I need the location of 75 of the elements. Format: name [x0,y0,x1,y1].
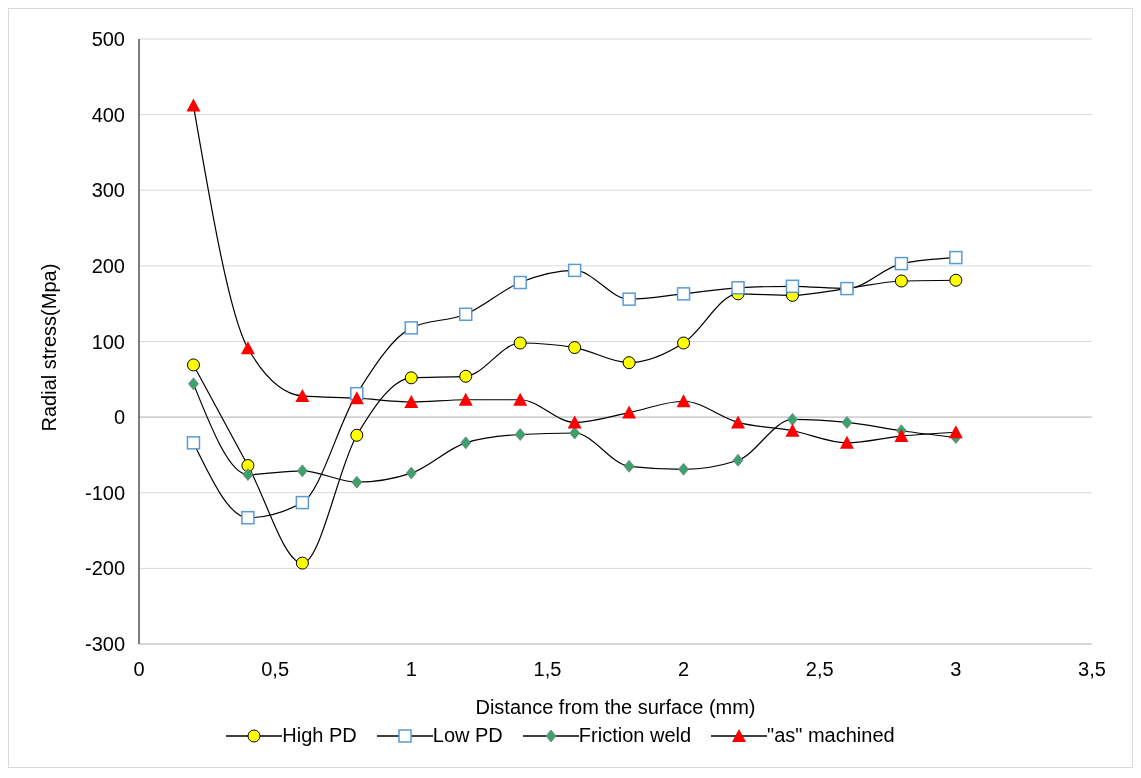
point [188,377,199,391]
y-tick-label: 0 [113,406,125,429]
point [567,415,582,429]
point [458,392,473,406]
x-tick-label: 2,5 [805,658,834,681]
point [894,429,909,443]
y-tick-label: 400 [91,103,125,126]
x-tick-label: 1,5 [533,658,562,681]
point [894,274,908,288]
point [894,256,909,271]
point [295,556,309,570]
point [785,423,800,437]
y-tick-label: -200 [84,557,125,580]
y-tick-label: 500 [91,28,125,51]
point [948,425,963,439]
point [296,464,308,478]
point [513,392,528,406]
point [404,321,419,335]
point [460,436,472,450]
legend-label: High PD [282,724,357,747]
y-tick-label: -100 [84,481,125,504]
point [676,394,691,408]
point [186,358,200,372]
point [404,371,418,385]
legend-label: Low PD [432,724,503,747]
point [949,250,963,265]
x-tick-label: 1 [405,658,417,681]
point [350,428,364,442]
point [241,510,255,525]
point [295,495,310,510]
point [622,292,636,306]
point [787,412,798,426]
point [839,435,854,449]
point [459,369,473,383]
point [622,405,637,419]
point [841,416,853,429]
y-tick-label: -300 [84,633,125,656]
legend-label: Friction weld [578,724,692,747]
point [567,263,582,278]
y-axis-title: Radial stress(Mpa) [38,263,61,432]
point [569,426,581,440]
x-tick-label: 0,5 [261,658,290,681]
point [622,356,636,370]
y-tick-label: 300 [91,179,125,202]
point [677,336,691,350]
point [351,475,363,489]
point [458,307,473,322]
x-tick-label: 3 [950,658,962,681]
point [678,462,689,476]
point [785,279,800,294]
point [405,466,417,480]
y-tick-label: 200 [91,254,125,277]
legend-label: "as" machined [767,724,895,747]
x-tick-label: 3,5 [1078,658,1106,681]
point [186,436,201,450]
point [513,336,527,350]
x-axis-title: Distance from the surface (mm) [475,696,756,718]
point [568,341,582,355]
point [514,428,526,441]
point [676,287,691,301]
x-tick-label: 0 [133,658,145,681]
point [623,459,635,473]
point [513,275,527,290]
point [732,453,744,467]
point [949,273,963,287]
point [349,391,364,405]
point [242,468,254,481]
point [186,98,201,112]
point [295,388,310,402]
x-tick-label: 2 [678,658,690,681]
point [731,415,746,429]
point [240,341,255,355]
y-tick-label: 100 [91,330,125,353]
point [731,281,745,295]
point [404,395,419,408]
